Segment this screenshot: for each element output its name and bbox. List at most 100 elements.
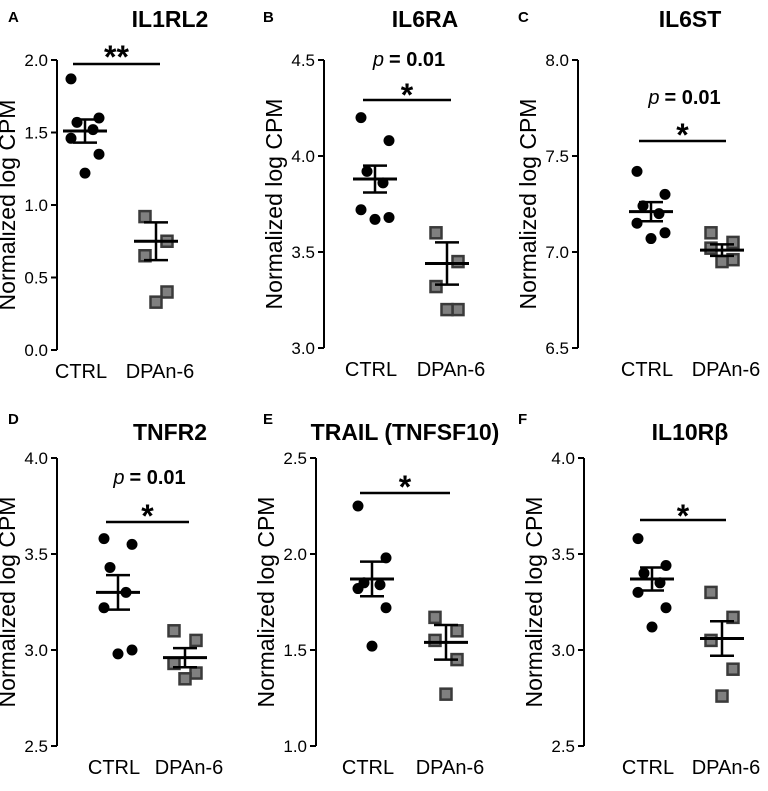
ctrl-point	[645, 233, 657, 245]
dpan6-point	[715, 254, 729, 269]
p-value: = 0.01	[389, 49, 445, 71]
panel-title: TRAIL (TNFSF10)	[311, 419, 500, 445]
dpan6-point	[704, 226, 718, 240]
ctrl-point	[631, 217, 643, 229]
dpan6-point	[167, 624, 181, 638]
significance-stars: **	[104, 39, 129, 75]
p-symbol: p	[372, 49, 384, 71]
x-category-label-ctrl: CTRL	[621, 359, 673, 381]
panel-b: B IL6RA Normalized log CPM 3.0 3.5 4.0 4.5 CTRL…	[261, 6, 485, 381]
ctrl-point	[98, 602, 110, 614]
p-value: = 0.01	[129, 467, 185, 489]
dpan6-point	[726, 235, 740, 250]
panel-d: D TNFR2 Normalized log CPM 2.5 3.0 3.5 4.0 CTRL…	[0, 411, 223, 779]
panel-letter: D	[8, 411, 19, 428]
y-tick-label: 3.5	[551, 545, 575, 564]
p-value-label: p = 0.01	[112, 467, 185, 489]
y-tick-label: 1.5	[24, 124, 48, 143]
x-category-label-dpan6: DPAn-6	[692, 359, 761, 381]
y-axis-label: Normalized log CPM	[253, 497, 279, 708]
dpan6-point	[160, 285, 174, 299]
dpan6-point	[138, 209, 152, 224]
panel-letter: C	[518, 9, 529, 26]
x-category-label-ctrl: CTRL	[622, 757, 674, 779]
panel-letter: B	[263, 9, 274, 26]
ctrl-point	[126, 644, 138, 656]
ctrl-point	[638, 567, 650, 579]
y-tick-label: 0.0	[24, 341, 48, 360]
y-tick-label: 2.5	[551, 737, 575, 756]
dpan6-point	[189, 633, 203, 648]
y-tick-label: 0.5	[24, 269, 48, 288]
panel-title: IL6RA	[392, 6, 458, 32]
panel-e: E TRAIL (TNFSF10) Normalized log CPM 1.0 1.5…	[253, 411, 499, 779]
ctrl-point	[659, 188, 671, 200]
dpan6-point	[149, 295, 163, 309]
dpan6-point	[428, 610, 442, 625]
p-value: = 0.01	[664, 87, 720, 109]
p-symbol: p	[112, 467, 124, 489]
p-value-label: p = 0.01	[647, 87, 720, 109]
y-tick-label: 1.0	[283, 737, 307, 756]
panel-a: A IL1RL2 Normalized log CPM 0.0 0.5 1.0 1.5 2.0…	[0, 6, 208, 383]
y-tick-label: 3.5	[291, 243, 315, 262]
y-tick-label: 4.0	[24, 449, 48, 468]
y-axis-label: Normalized log CPM	[261, 99, 287, 310]
ctrl-point	[660, 602, 672, 614]
dpan6-point	[704, 241, 718, 255]
y-tick-label: 7.5	[545, 147, 569, 166]
ctrl-point	[380, 602, 392, 614]
y-axis-label: Normalized log CPM	[0, 497, 20, 708]
y-tick-label: 3.0	[291, 339, 315, 358]
ctrl-point	[65, 73, 77, 85]
y-axis-label: Normalized log CPM	[515, 99, 541, 310]
significance-stars: *	[141, 498, 154, 534]
dpan6-point	[439, 687, 453, 701]
dpan6-point	[428, 633, 442, 648]
x-category-label-ctrl: CTRL	[88, 757, 140, 779]
dpan6-point	[178, 672, 192, 686]
y-tick-label: 3.0	[24, 641, 48, 660]
x-category-label-ctrl: CTRL	[55, 361, 107, 383]
ctrl-point	[366, 640, 378, 652]
dpan6-point	[726, 662, 740, 676]
panel-letter: F	[518, 411, 527, 428]
y-tick-label: 2.0	[283, 545, 307, 564]
panel-f: F IL10Rβ Normalized log CPM 2.5 3.0 3.5 4.0 CTR…	[518, 411, 760, 779]
y-tick-label: 2.0	[24, 51, 48, 70]
panel-c: C IL6ST Normalized log CPM 6.5 7.0 7.5 8.0 CTRL…	[515, 6, 760, 381]
ctrl-point	[104, 561, 116, 573]
ctrl-point	[383, 211, 395, 223]
panel-letter: A	[8, 9, 19, 26]
ctrl-point	[631, 165, 643, 177]
dpan6-point	[451, 254, 465, 269]
dpan6-point	[450, 624, 464, 638]
dpan6-point	[440, 302, 454, 317]
y-axis-label: Normalized log CPM	[0, 100, 20, 311]
ctrl-point	[126, 538, 138, 550]
y-axis-label: Normalized log CPM	[521, 497, 547, 708]
dpan6-point	[726, 610, 740, 625]
y-tick-label: 4.0	[551, 449, 575, 468]
x-category-label-ctrl: CTRL	[345, 359, 397, 381]
panel-title: TNFR2	[133, 419, 207, 445]
panel-letter: E	[263, 411, 273, 428]
ctrl-point	[98, 533, 110, 545]
dpan6-point	[715, 689, 729, 703]
x-category-label-dpan6: DPAn-6	[155, 757, 224, 779]
p-value-label: p = 0.01	[372, 49, 445, 71]
y-tick-label: 8.0	[545, 51, 569, 70]
ctrl-point	[369, 213, 381, 225]
y-tick-label: 4.5	[291, 51, 315, 70]
x-category-label-ctrl: CTRL	[342, 757, 394, 779]
y-tick-label: 4.0	[291, 147, 315, 166]
y-tick-label: 3.0	[551, 641, 575, 660]
ctrl-point	[659, 227, 671, 239]
x-category-label-dpan6: DPAn-6	[417, 359, 486, 381]
significance-stars: *	[676, 117, 689, 153]
ctrl-point	[374, 579, 386, 591]
ctrl-point	[93, 148, 105, 160]
y-tick-label: 6.5	[545, 339, 569, 358]
ctrl-point	[65, 132, 77, 144]
significance-stars: *	[677, 498, 690, 534]
